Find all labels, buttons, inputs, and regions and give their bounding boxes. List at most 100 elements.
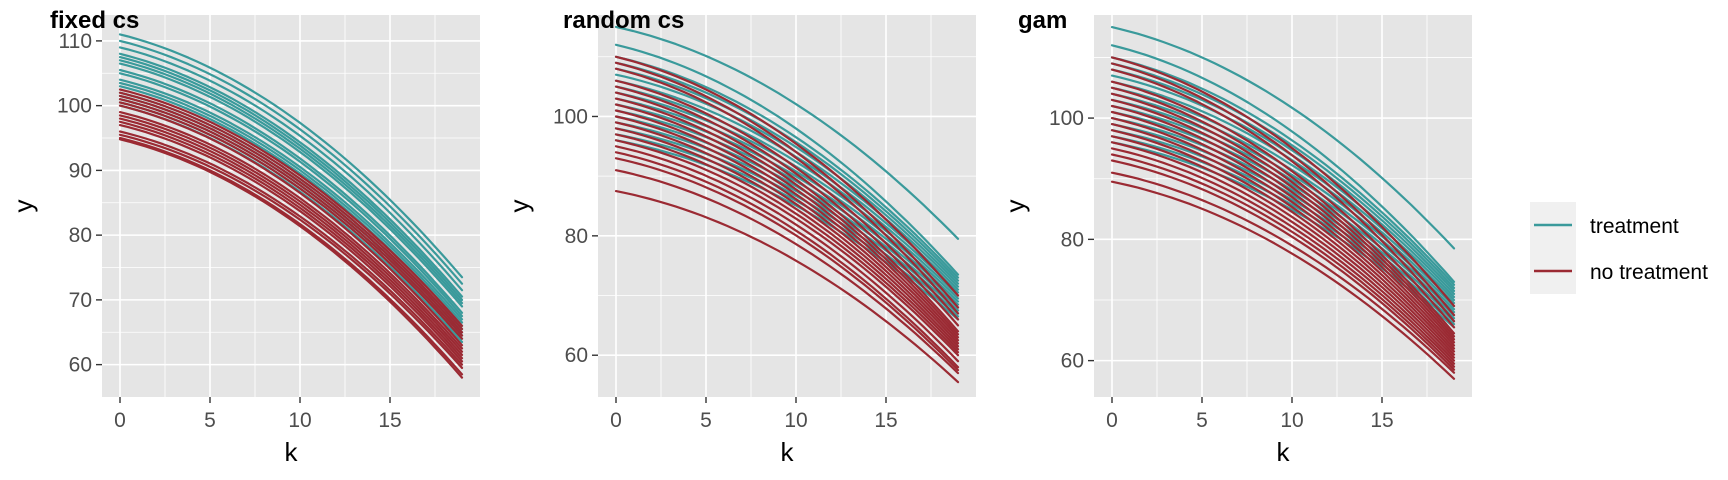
series-line-treatment: [1110, 26, 1456, 250]
series-line-no-treatment: [1110, 62, 1456, 317]
panel-title: random cs: [563, 7, 684, 34]
x-tick-label: 5: [1196, 409, 1208, 432]
series-line-no-treatment: [614, 190, 960, 384]
series-line-treatment: [614, 55, 960, 279]
series-line-treatment: [1110, 44, 1456, 283]
x-tick-label: 10: [288, 409, 311, 432]
panel-title: fixed cs: [50, 7, 139, 34]
series-line-treatment: [1110, 56, 1456, 286]
y-axis-label: y: [1000, 200, 1030, 213]
series-line-treatment: [118, 62, 464, 308]
series-line-no-treatment: [118, 101, 464, 340]
x-tick-label: 0: [610, 409, 622, 432]
series-line-no-treatment: [614, 91, 960, 333]
series-line-no-treatment: [614, 61, 960, 309]
series-line-no-treatment: [1110, 147, 1456, 365]
series-line-no-treatment: [614, 79, 960, 321]
x-axis-label: k: [1277, 437, 1291, 467]
series-line-treatment: [614, 67, 960, 285]
series-line-no-treatment: [118, 88, 464, 327]
series-line-no-treatment: [118, 110, 464, 350]
x-tick-label: 10: [784, 409, 807, 432]
series-line-no-treatment: [614, 97, 960, 336]
y-tick-label: 70: [69, 289, 92, 312]
panel-1: 0 5 10 15 60 80 100 random cs k y: [504, 7, 976, 467]
legend: treatment no treatment: [1530, 202, 1708, 294]
series-line-no-treatment: [118, 130, 464, 366]
series-line-treatment: [1110, 86, 1456, 302]
series-line-no-treatment: [614, 133, 960, 354]
x-tick-label: 15: [378, 409, 401, 432]
series-line-no-treatment: [118, 114, 464, 353]
y-tick-label: 100: [57, 95, 92, 118]
y-tick-label: 100: [553, 105, 588, 128]
series-line-no-treatment: [1110, 110, 1456, 347]
series-line-no-treatment: [118, 120, 464, 360]
y-tick-label: 90: [69, 159, 92, 182]
series-line-treatment: [118, 59, 464, 305]
series-line-no-treatment: [614, 115, 960, 345]
series-line-treatment: [118, 55, 464, 301]
series-line-treatment: [614, 127, 960, 315]
y-tick-label: 110: [59, 30, 92, 53]
legend-label-no-treatment: no treatment: [1590, 261, 1708, 284]
y-tick-label: 100: [1049, 107, 1084, 130]
panel-2: 0 5 10 15 60 80 100 gam k y: [1000, 7, 1472, 467]
series-line-no-treatment: [1110, 56, 1456, 308]
series-line-no-treatment: [118, 117, 464, 356]
series-line-no-treatment: [614, 139, 960, 357]
x-tick-label: 15: [874, 409, 897, 432]
series-line-treatment: [118, 52, 464, 298]
series-line-no-treatment: [614, 169, 960, 375]
legend-label-treatment: treatment: [1590, 215, 1679, 238]
series-line-no-treatment: [1110, 122, 1456, 353]
series-line-no-treatment: [614, 127, 960, 351]
x-axis-label: k: [285, 437, 299, 467]
series-line-no-treatment: [118, 123, 464, 363]
series-line-no-treatment: [118, 104, 464, 347]
x-tick-label: 5: [204, 409, 216, 432]
x-tick-label: 15: [1370, 409, 1393, 432]
series-line-no-treatment: [614, 85, 960, 327]
series-line-no-treatment: [614, 151, 960, 369]
series-line-no-treatment: [614, 109, 960, 342]
series-line-treatment: [614, 121, 960, 312]
x-tick-label: 5: [700, 409, 712, 432]
x-tick-label: 0: [1106, 409, 1118, 432]
series-line-no-treatment: [1110, 129, 1456, 356]
series-line-no-treatment: [1110, 159, 1456, 371]
series-line-no-treatment: [614, 157, 960, 372]
series-line-no-treatment: [614, 145, 960, 363]
series-line-treatment: [118, 78, 464, 321]
series-line-no-treatment: [1110, 135, 1456, 359]
series-line-treatment: [614, 109, 960, 306]
series-line-no-treatment: [1110, 92, 1456, 338]
series-line-no-treatment: [1110, 80, 1456, 329]
series-line-no-treatment: [118, 98, 464, 337]
y-tick-label: 80: [565, 225, 588, 248]
series-line-no-treatment: [1110, 104, 1456, 344]
x-tick-label: 10: [1280, 409, 1303, 432]
series-lines: [614, 25, 960, 384]
series-line-treatment: [118, 46, 464, 292]
series-line-no-treatment: [118, 138, 464, 379]
series-line-no-treatment: [118, 94, 464, 334]
series-line-treatment: [118, 33, 464, 279]
y-tick-label: 60: [565, 344, 588, 367]
series-line-treatment: [118, 72, 464, 318]
series-line-no-treatment: [614, 67, 960, 315]
x-tick-label: 0: [114, 409, 126, 432]
series-line-no-treatment: [1110, 116, 1456, 350]
series-line-treatment: [118, 81, 464, 324]
series-line-no-treatment: [118, 133, 464, 369]
series-line-treatment: [1110, 62, 1456, 289]
series-line-no-treatment: [1110, 180, 1456, 380]
series-line-no-treatment: [118, 91, 464, 331]
series-lines: [118, 33, 464, 379]
series-line-no-treatment: [1110, 68, 1456, 323]
series-line-no-treatment: [614, 103, 960, 339]
series-line-no-treatment: [1110, 98, 1456, 341]
series-line-no-treatment: [1110, 86, 1456, 335]
